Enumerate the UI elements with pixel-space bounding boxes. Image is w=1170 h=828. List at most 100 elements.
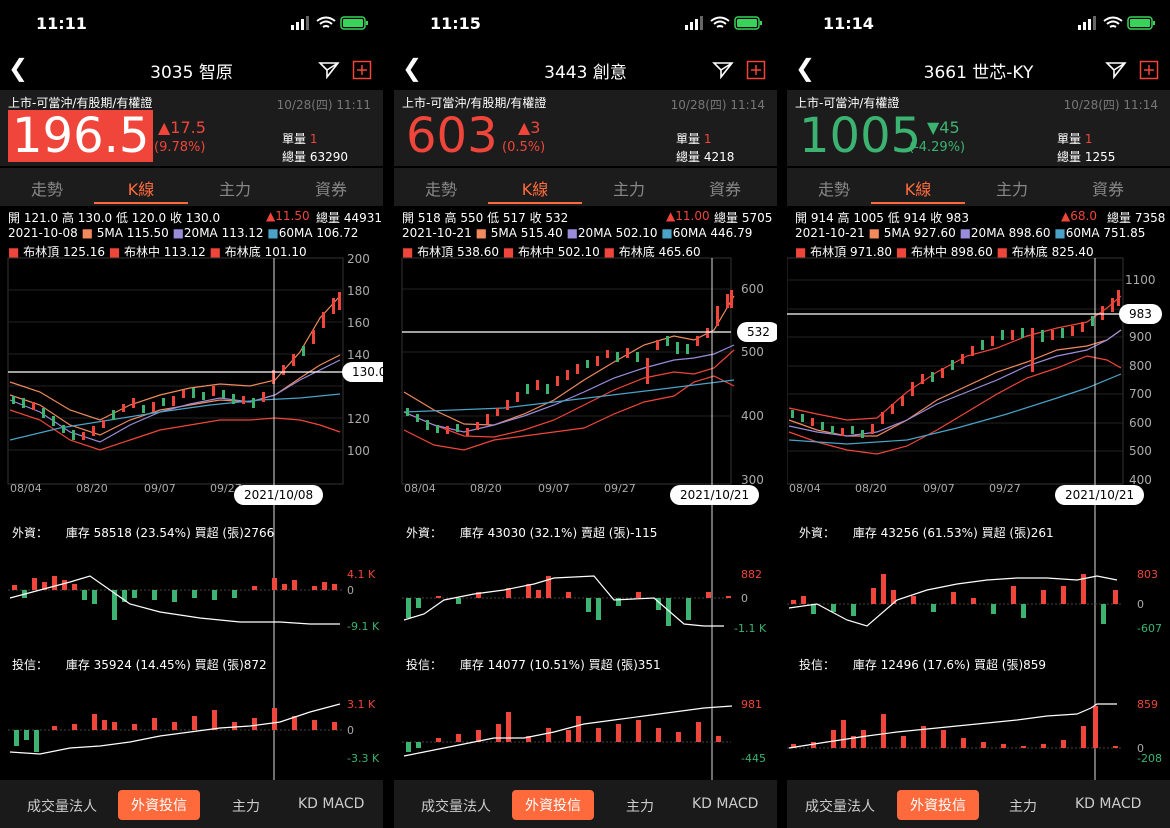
add-watchlist-icon[interactable] [746, 60, 766, 80]
btn-foreign-trust[interactable]: 外資投信 [897, 790, 979, 820]
kline-chart[interactable]: 200 180 160 140 120 100 80 [0, 244, 383, 780]
tab-underline [871, 202, 965, 204]
y-tick: 120 [347, 412, 370, 426]
y-tick: 600 [1129, 416, 1152, 430]
unit-volume: 單量 1 [676, 132, 712, 146]
unit-volume: 單量 1 [282, 132, 318, 146]
page-title: 3035 智原 [150, 63, 233, 83]
tab-underline [94, 202, 188, 204]
send-icon[interactable] [712, 60, 734, 80]
tab-trend[interactable]: 走勢 [817, 180, 850, 199]
trust-zero: 0 [347, 724, 354, 737]
send-icon[interactable] [1105, 60, 1127, 80]
market-tags: 上市-可當沖/有股期/有權證 [8, 96, 153, 110]
cursor-date-tag: 2021/10/08 [234, 485, 324, 505]
status-icons [683, 15, 763, 35]
foreign-zero: 0 [1137, 598, 1144, 611]
tab-bar: 走勢 K線 主力 資券 [0, 168, 383, 206]
y-tick: 800 [1129, 359, 1152, 373]
btn-volume-institution[interactable]: 成交量法人 [27, 799, 97, 815]
ohlc-row: 開 121.0 高 130.0 低 120.0 收 130.0 ▲11.50 總… [8, 209, 382, 225]
last-price: 603 [406, 108, 498, 164]
status-bar: 11:11 [0, 0, 383, 48]
last-price: 1005 [799, 108, 922, 164]
quote-panel: 上市-可當沖/有股期/有權證 10/28(四) 11:14 603 ▲3 (0.… [394, 90, 777, 166]
y-tick: 700 [1129, 387, 1152, 401]
btn-kd-macd[interactable]: KD MACD [298, 796, 365, 812]
kline-chart[interactable]: 600 500 400 300 08/04 08/2 [394, 244, 777, 780]
quote-datetime: 10/28(四) 11:11 [276, 98, 371, 112]
foreign-min: -9.1 K [347, 620, 380, 633]
market-tags: 上市-可當沖/有股期/有權證 [402, 96, 547, 110]
price-change-pct: (-4.29%) [909, 140, 966, 155]
cursor-price-tag: 532 [737, 322, 777, 342]
tab-trend[interactable]: 走勢 [424, 180, 457, 199]
page-title: 3443 創意 [544, 63, 627, 83]
tab-margin[interactable]: 資券 [314, 180, 347, 199]
price-change-pct: (0.5%) [502, 140, 546, 155]
btn-volume-institution[interactable]: 成交量法人 [805, 799, 875, 815]
quote-panel: 上市-可當沖/有股期/有權證 10/28(四) 11:11 196.5 ▲17.… [0, 90, 383, 166]
btn-foreign-trust[interactable]: 外資投信 [512, 790, 594, 820]
x-tick: 08/20 [76, 482, 108, 495]
cursor-date-tag: 2021/10/21 [1055, 485, 1145, 505]
x-tick: 09/27 [210, 482, 242, 495]
screen-3035: 11:11 ❮ 3035 智原 上市-可當沖/有股期/有權證 10/28(四) … [0, 0, 383, 828]
y-tick: 300 [741, 473, 764, 487]
btn-main-force[interactable]: 主力 [232, 799, 260, 815]
price-change-pct: (9.78%) [154, 140, 206, 155]
tab-main-force[interactable]: 主力 [218, 180, 251, 199]
bollinger-row: ■ 布林頂 538.60 ■ 布林中 502.10 ■ 布林底 465.60 [402, 245, 701, 259]
y-tick: 500 [1129, 444, 1152, 458]
tab-main-force[interactable]: 主力 [995, 180, 1028, 199]
back-icon[interactable]: ❮ [795, 54, 816, 82]
status-time: 11:14 [823, 14, 874, 33]
bottom-bar: 成交量法人 外資投信 主力 KD MACD [0, 780, 383, 828]
foreign-min: -1.1 K [734, 622, 767, 635]
tab-trend[interactable]: 走勢 [30, 180, 63, 199]
last-price: 196.5 [8, 110, 154, 162]
foreign-header: 外資： 庫存 43030 (32.1%) 賣超 (張)-115 [406, 526, 658, 540]
back-icon[interactable]: ❮ [8, 54, 29, 82]
y-tick: 900 [1129, 330, 1152, 344]
btn-kd-macd[interactable]: KD MACD [692, 796, 759, 812]
x-tick: 09/07 [144, 482, 176, 495]
foreign-max: 4.1 K [347, 568, 376, 581]
tab-margin[interactable]: 資券 [1091, 180, 1124, 199]
quote-datetime: 10/28(四) 11:14 [1063, 98, 1158, 112]
price-change: ▼45 [927, 118, 960, 137]
trust-min: -208 [1137, 752, 1162, 765]
quote-panel: 上市-可當沖/有權證 10/28(四) 11:14 1005 ▼45 (-4.2… [787, 90, 1170, 166]
price-change: ▲3 [518, 118, 541, 137]
tab-kline[interactable]: K線 [521, 180, 549, 199]
status-time: 11:15 [430, 14, 481, 33]
btn-volume-institution[interactable]: 成交量法人 [421, 799, 491, 815]
cursor-price-tag: 130.0 [342, 362, 383, 382]
add-watchlist-icon[interactable] [1139, 60, 1159, 80]
ohlc-row: 開 914 高 1005 低 914 收 983 ▲68.0 總量 7358 [795, 209, 1166, 225]
x-tick: 09/27 [604, 482, 636, 495]
btn-main-force[interactable]: 主力 [626, 799, 654, 815]
tab-kline[interactable]: K線 [127, 180, 155, 199]
market-tags: 上市-可當沖/有權證 [795, 96, 900, 110]
y-tick: 200 [347, 252, 370, 266]
status-bar: 11:15 [394, 0, 777, 48]
tab-margin[interactable]: 資券 [708, 180, 741, 199]
send-icon[interactable] [318, 60, 340, 80]
y-tick: 400 [741, 409, 764, 423]
tab-kline[interactable]: K線 [904, 180, 932, 199]
bottom-bar: 成交量法人 外資投信 主力 KD MACD [394, 780, 777, 828]
btn-main-force[interactable]: 主力 [1009, 799, 1037, 815]
btn-kd-macd[interactable]: KD MACD [1075, 796, 1142, 812]
x-tick: 08/04 [789, 482, 821, 495]
tab-main-force[interactable]: 主力 [612, 180, 645, 199]
status-icons [289, 15, 369, 35]
add-watchlist-icon[interactable] [352, 60, 372, 80]
foreign-max: 803 [1137, 568, 1158, 581]
quote-datetime: 10/28(四) 11:14 [670, 98, 765, 112]
back-icon[interactable]: ❮ [402, 54, 423, 82]
total-volume: 總量 4218 [676, 150, 735, 164]
y-tick: 1100 [1125, 273, 1156, 287]
btn-foreign-trust[interactable]: 外資投信 [118, 790, 200, 820]
